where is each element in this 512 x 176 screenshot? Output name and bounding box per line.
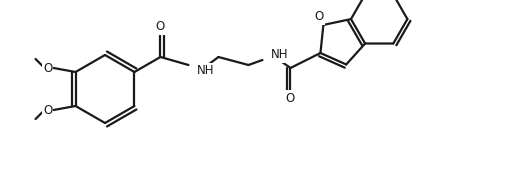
Text: NH: NH	[197, 64, 214, 77]
Text: O: O	[43, 61, 52, 74]
Text: O: O	[315, 10, 324, 23]
Text: NH: NH	[270, 49, 288, 61]
Text: O: O	[43, 103, 52, 117]
Text: O: O	[286, 92, 295, 105]
Text: O: O	[156, 20, 165, 33]
